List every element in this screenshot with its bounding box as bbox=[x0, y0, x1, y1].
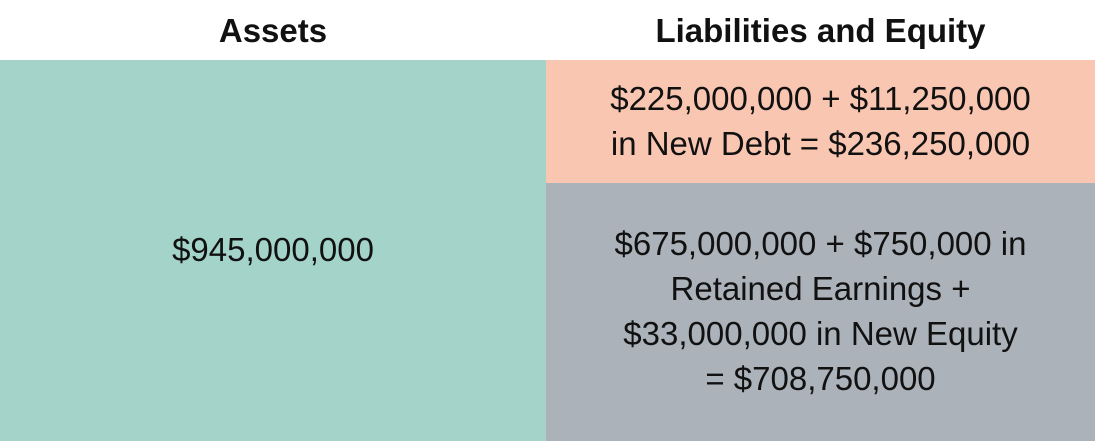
liabilities-text: $225,000,000 + $11,250,000 in New Debt =… bbox=[610, 77, 1031, 167]
liabilities-line-1: $225,000,000 + $11,250,000 bbox=[610, 79, 1031, 117]
equity-text: $675,000,000 + $750,000 in Retained Earn… bbox=[615, 222, 1027, 402]
assets-heading: Assets bbox=[218, 11, 328, 49]
liabilities-box: $225,000,000 + $11,250,000 in New Debt =… bbox=[546, 60, 1095, 183]
assets-box: $945,000,000 bbox=[0, 60, 546, 441]
liabilities-line-2: in New Debt = $236,250,000 bbox=[610, 124, 1031, 162]
equity-line-3: $33,000,000 in New Equity bbox=[623, 315, 1018, 352]
equity-line-4: = $708,750,000 bbox=[705, 359, 936, 397]
equity-box: $675,000,000 + $750,000 in Retained Earn… bbox=[546, 183, 1095, 441]
equity-line-1: $675,000,000 + $750,000 in bbox=[614, 225, 1027, 263]
equity-line-2: Retained Earnings + bbox=[670, 270, 971, 308]
assets-value: $945,000,000 bbox=[172, 231, 374, 269]
liabilities-equity-heading: Liabilities and Equity bbox=[655, 11, 986, 49]
